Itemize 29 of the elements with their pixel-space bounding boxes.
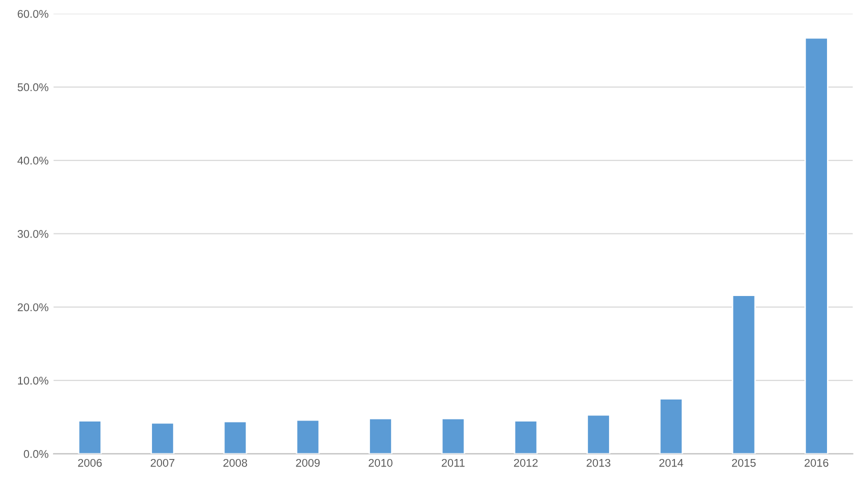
bar: [732, 294, 756, 454]
bar: [368, 418, 392, 454]
y-tick-label: 40.0%: [17, 156, 48, 165]
bar: [223, 420, 248, 454]
x-tick-label: 2016: [804, 458, 828, 467]
y-tick-label: 60.0%: [18, 10, 48, 18]
bar: [296, 419, 320, 454]
y-tick-label: 20.0%: [18, 303, 48, 312]
x-tick-label: 2006: [78, 458, 102, 467]
x-tick-label: 2009: [296, 458, 320, 467]
x-tick-label: 2010: [368, 458, 392, 467]
bar: [804, 37, 828, 454]
x-tick-label: 2013: [586, 458, 610, 467]
x-tick-label: 2008: [223, 458, 248, 467]
bar: [78, 420, 102, 454]
y-tick-label: 30.0%: [18, 230, 48, 238]
bar: [514, 420, 538, 454]
bar: [586, 414, 610, 454]
x-tick-label: 2007: [150, 458, 174, 467]
x-tick-label: 2011: [442, 458, 465, 467]
x-tick-label: 2014: [659, 458, 684, 467]
y-tick-label: 0.0%: [24, 450, 48, 458]
y-tick-label: 10.0%: [18, 376, 48, 385]
bar: [659, 398, 684, 454]
bar: [150, 422, 175, 454]
y-tick-label: 50.0%: [18, 83, 48, 92]
bar: [441, 418, 466, 454]
x-tick-label: 2012: [514, 458, 538, 467]
x-tick-label: 2015: [732, 458, 756, 467]
